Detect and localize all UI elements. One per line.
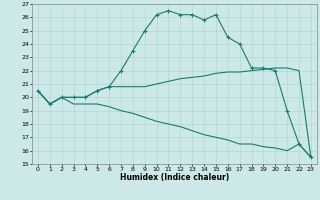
X-axis label: Humidex (Indice chaleur): Humidex (Indice chaleur) (120, 173, 229, 182)
